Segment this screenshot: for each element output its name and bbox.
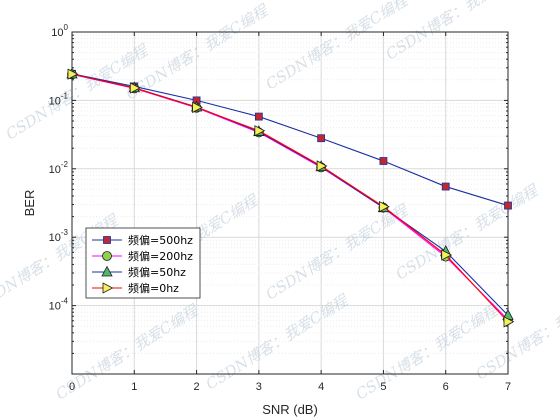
data-point [316,160,328,172]
y-tick-label: 10-2 [49,160,69,176]
series-line [71,73,509,323]
data-point [441,182,450,191]
data-point [504,201,512,210]
x-tick-label: 4 [318,381,324,393]
legend-label: 频偏=200hz [128,249,193,263]
legend-label: 频偏=50hz [128,265,186,279]
data-point [317,134,326,143]
y-tick-label: 10-3 [49,228,69,244]
x-tick-label: 1 [131,381,137,393]
data-point [441,249,453,261]
data-point [503,316,515,328]
data-point [254,125,266,137]
data-point [67,68,79,80]
x-tick-label: 0 [69,381,75,393]
y-axis-label: BER [22,190,37,217]
data-point [379,157,388,165]
x-tick-label: 5 [380,381,386,393]
y-tick-label: 100 [51,23,68,39]
x-tick-label: 7 [505,381,511,393]
legend-label: 频偏=500hz [128,233,193,247]
x-tick-label: 6 [443,381,449,393]
legend: 频偏=500hz 频偏=200hz 频偏=50hz 频偏=0hz [85,227,201,299]
x-axis-label: SNR (dB) [262,402,318,417]
legend-marker [101,265,113,277]
legend-marker [102,251,112,261]
data-point [254,112,263,121]
data-point [192,101,203,114]
x-tick-label: 2 [194,381,200,393]
data-point [129,82,141,94]
series-4 [67,68,515,328]
y-tick-label: 10-1 [49,91,69,107]
data-point [379,200,390,213]
legend-marker [102,282,114,294]
y-axis: 100 10-1 10-2 10-3 10-4 [49,23,508,354]
legend-label: 频偏=0hz [128,281,179,295]
series-line [71,73,509,207]
x-tick-label: 3 [256,381,262,393]
y-tick-label: 10-4 [49,297,69,313]
legend-marker [103,236,111,244]
x-axis: 0 1 2 3 4 5 6 7 [69,32,511,393]
